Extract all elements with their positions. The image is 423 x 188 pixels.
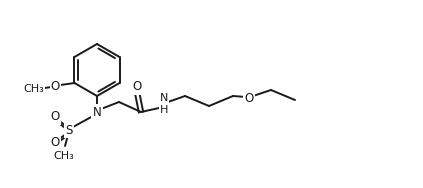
Text: N: N	[93, 105, 102, 118]
Text: N
H: N H	[160, 93, 168, 115]
Text: O: O	[244, 92, 254, 105]
Text: CH₃: CH₃	[54, 151, 74, 161]
Text: CH₃: CH₃	[23, 84, 44, 94]
Text: S: S	[65, 124, 73, 136]
Text: O: O	[132, 80, 142, 93]
Text: O: O	[50, 136, 60, 149]
Text: O: O	[50, 111, 60, 124]
Text: O: O	[51, 80, 60, 92]
